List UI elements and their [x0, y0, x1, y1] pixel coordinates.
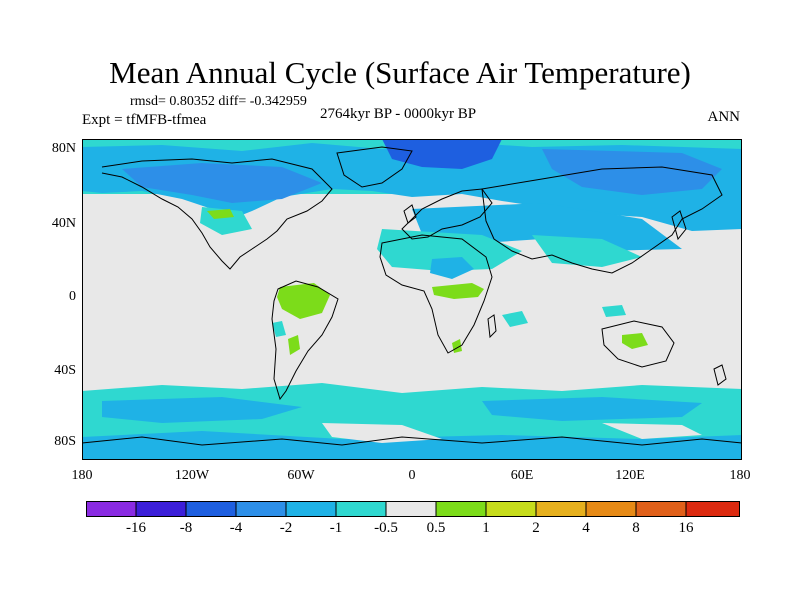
- map-frame: [82, 139, 742, 460]
- asia-coast: [481, 166, 723, 274]
- north-america-coast: [101, 158, 333, 270]
- lat-label-80n: 80N: [51, 141, 76, 156]
- colorbar-label-5: -1: [329, 520, 343, 536]
- colorbar-label-12: 16: [678, 520, 694, 536]
- lon-label-60e: 60E: [510, 468, 534, 483]
- europe-coast: [401, 188, 493, 240]
- colorbar-segment-4: [236, 501, 286, 517]
- plot-title: Mean Annual Cycle (Surface Air Temperatu…: [109, 55, 691, 90]
- colorbar-segment-9: [486, 501, 536, 517]
- period-label: 2764kyr BP - 0000kyr BP: [320, 106, 477, 122]
- lon-label-120w: 120W: [174, 468, 210, 483]
- colorbar-label-6: -0.5: [374, 520, 398, 536]
- madagascar-coast: [487, 314, 497, 339]
- colorbar-label-10: 4: [582, 520, 590, 536]
- colorbar-frame: [86, 501, 740, 517]
- japan-coast: [671, 210, 687, 241]
- experiment-label: Expt = tfMFB-tfmea: [82, 112, 207, 128]
- lat-label-0: 0: [69, 289, 76, 304]
- colorbar: [86, 501, 740, 517]
- colorbar-segment-6: [336, 501, 386, 517]
- colorbar-segment-10: [536, 501, 586, 517]
- colorbar-label-7: 0.5: [426, 520, 446, 536]
- warm-patches: [207, 209, 648, 355]
- south-america-coast: [271, 280, 339, 401]
- greenland-coast: [336, 146, 413, 188]
- lon-label-120e: 120E: [615, 468, 645, 483]
- midlatitude-cool-patches: [272, 257, 626, 337]
- coastlines: [82, 146, 742, 446]
- lon-label-0: 0: [408, 468, 416, 483]
- colorbar-segment-7: [386, 501, 436, 517]
- lon-label-180e: 180: [729, 468, 751, 483]
- northern-cool-band: [82, 139, 742, 271]
- colorbar-segment-11: [586, 501, 636, 517]
- colorbar-segment-1: [86, 501, 136, 517]
- new-zealand-coast: [713, 364, 727, 386]
- temperature-difference-map: [82, 139, 742, 460]
- australia-coast: [601, 320, 675, 368]
- colorbar-label-9: 2: [532, 520, 540, 536]
- colorbar-label-3: -4: [229, 520, 243, 536]
- colorbar-label-2: -8: [179, 520, 193, 536]
- colorbar-segment-13: [686, 501, 740, 517]
- colorbar-label-1: -16: [126, 520, 146, 536]
- lat-label-80s: 80S: [54, 434, 76, 449]
- colorbar-label-11: 8: [632, 520, 640, 536]
- southern-cool-band: [82, 383, 742, 460]
- colorbar-segment-12: [636, 501, 686, 517]
- antarctica-coast: [82, 436, 742, 446]
- colorbar-label-8: 1: [482, 520, 490, 536]
- colorbar-dividers: [135, 501, 687, 517]
- colorbar-segment-3: [186, 501, 236, 517]
- colorbar-segment-8: [436, 501, 486, 517]
- colorbar-label-4: -2: [279, 520, 293, 536]
- colorbar-segment-5: [286, 501, 336, 517]
- colorbar-segment-2: [136, 501, 186, 517]
- lat-label-40n: 40N: [51, 216, 76, 231]
- uk-coast: [403, 204, 417, 224]
- lon-label-180w: 180: [71, 468, 93, 483]
- stats-line: rmsd= 0.80352 diff= -0.342959: [130, 94, 307, 109]
- lat-label-40s: 40S: [54, 363, 76, 378]
- season-label: ANN: [707, 109, 741, 125]
- lon-label-60w: 60W: [287, 468, 315, 483]
- africa-coast: [379, 234, 493, 354]
